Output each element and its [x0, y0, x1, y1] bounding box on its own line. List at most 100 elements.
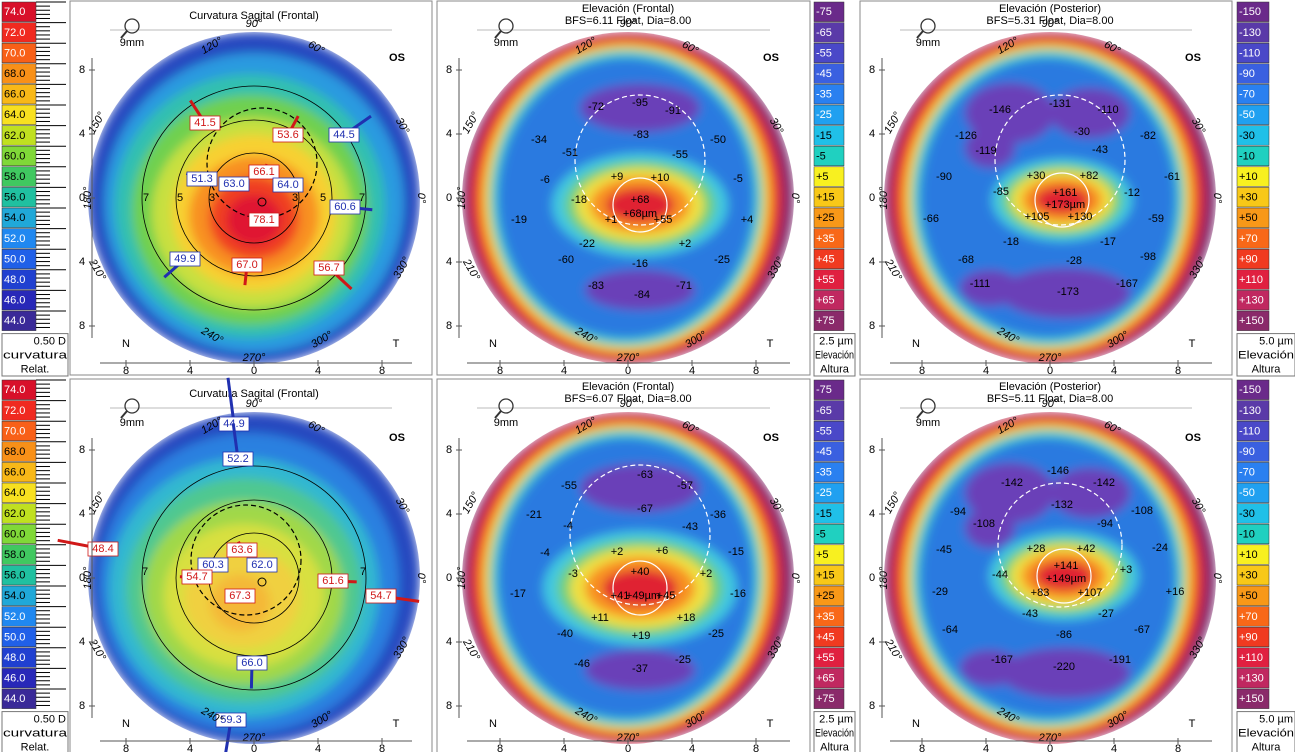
scale-label: +75: [816, 693, 835, 705]
scale-label: -25: [816, 109, 832, 121]
map-value: 66.0: [241, 657, 262, 669]
x-tick-label: 4: [315, 743, 321, 752]
scale-label: 74.0: [4, 6, 25, 18]
angle-label: 90°: [1042, 18, 1059, 30]
map-value: -44: [992, 569, 1008, 581]
scale-label: +130: [1239, 673, 1264, 685]
ring-label: 7: [143, 192, 149, 204]
temporal-label: T: [1189, 338, 1196, 350]
scale-label: -35: [816, 467, 832, 479]
scale-label: -30: [1239, 508, 1255, 520]
scale-label: -15: [816, 508, 832, 520]
y-tick-label: 0: [79, 192, 85, 204]
scale-label: -10: [1239, 528, 1255, 540]
panel-title: Elevación (Frontal): [582, 3, 674, 15]
map-value: 61.6: [322, 575, 343, 587]
x-tick-label: 0: [251, 743, 257, 752]
scale-label: -65: [816, 27, 832, 39]
scale-label: +30: [1239, 192, 1258, 204]
x-tick-label: 4: [689, 365, 695, 377]
angle-label: 90°: [620, 398, 637, 410]
scale-label: 54.0: [4, 212, 25, 224]
map-value: +1: [605, 214, 618, 226]
scale-caption: Altura: [820, 364, 850, 376]
scale-label: 62.0: [4, 508, 25, 520]
map-value: +18: [677, 612, 696, 624]
map-value: -55: [672, 149, 688, 161]
y-tick-label: 8: [446, 320, 452, 332]
scale-label: +150: [1239, 693, 1264, 705]
map-value: -72: [588, 101, 604, 113]
x-tick-label: 0: [251, 365, 257, 377]
map-value: -22: [579, 238, 595, 250]
y-tick-label: 4: [869, 636, 875, 648]
map-value: -46: [574, 658, 590, 670]
x-tick-label: 8: [919, 365, 925, 377]
map-value: -119: [975, 145, 996, 157]
map-value: -108: [973, 518, 995, 530]
scale-caption: Elevación: [815, 350, 854, 362]
scale-label: +5: [816, 171, 829, 183]
scale-label: +15: [816, 570, 835, 582]
y-tick-label: 8: [446, 700, 452, 712]
angle-label: 90°: [620, 18, 637, 30]
map-value: -95: [632, 97, 648, 109]
x-tick-label: 8: [497, 743, 503, 752]
map-value: -15: [728, 546, 744, 558]
map-value: -45: [936, 544, 952, 556]
map-value: -37: [632, 663, 648, 675]
y-tick-label: 8: [869, 444, 875, 456]
map-value: +10: [651, 172, 670, 184]
scale-label: -55: [816, 47, 832, 59]
scale-label: -130: [1239, 27, 1261, 39]
scale-caption: curvatura: [3, 350, 68, 362]
scale-label: 60.0: [4, 150, 25, 162]
scale-label: +110: [1239, 274, 1263, 286]
map-value: +6: [656, 545, 669, 557]
scale-label: 50.0: [4, 253, 25, 265]
map-value: -61: [1164, 171, 1180, 183]
scale-label: +5: [816, 549, 829, 561]
map-value: -28: [1066, 255, 1082, 267]
y-tick-label: 8: [869, 64, 875, 76]
scale-label: 52.0: [4, 611, 25, 623]
map-value: 54.7: [186, 571, 207, 583]
scale-label: +10: [1239, 549, 1258, 561]
scale-label: -50: [1239, 487, 1255, 499]
map-value: -30: [1074, 126, 1090, 138]
scale-label: +55: [816, 274, 835, 286]
map-value: +30: [1027, 170, 1046, 182]
map: [88, 32, 420, 364]
map: [88, 412, 420, 744]
map-value: -167: [991, 654, 1013, 666]
scale-label: 68.0: [4, 68, 25, 80]
scale-label: +30: [1239, 570, 1258, 582]
y-tick-label: 4: [79, 636, 85, 648]
nasal-label: N: [122, 338, 130, 350]
scale-label: +70: [1239, 611, 1258, 623]
nasal-label: N: [912, 338, 920, 350]
eye-label: OS: [763, 52, 779, 64]
map-value: -110: [1097, 104, 1118, 116]
map-value: 66.1: [253, 166, 274, 178]
scale-label: 52.0: [4, 233, 25, 245]
scale-step: 2.5 µm: [819, 714, 853, 726]
eye-label: OS: [763, 432, 779, 444]
map-value: -67: [1134, 624, 1150, 636]
map-value: +49µm: [626, 590, 660, 602]
scale-label: 68.0: [4, 446, 25, 458]
map-value: -19: [511, 214, 527, 226]
map-value: -84: [634, 289, 650, 301]
map-value: +28: [1027, 543, 1046, 555]
angle-label: 0°: [789, 573, 801, 584]
scale-label: 56.0: [4, 192, 25, 204]
scale-label: 44.0: [4, 315, 25, 327]
map-value: -25: [675, 654, 691, 666]
scale-label: -55: [816, 425, 832, 437]
map-value: -29: [932, 586, 948, 598]
map-value: -126: [955, 130, 977, 142]
scale-label: 70.0: [4, 47, 25, 59]
map-value: +173µm: [1045, 199, 1085, 211]
scale-label: 66.0: [4, 467, 25, 479]
scale-label: -35: [816, 89, 832, 101]
